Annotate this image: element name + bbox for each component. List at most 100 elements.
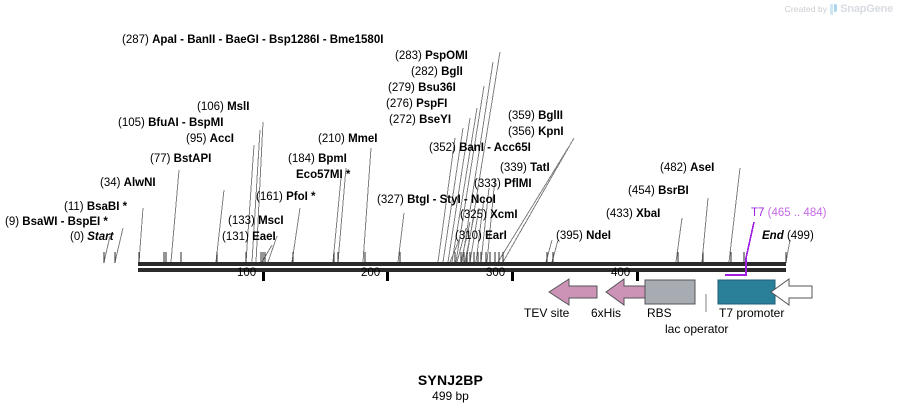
- feature-rbs-box: [644, 279, 696, 305]
- enzyme-label-352[interactable]: (352) BanI - Acc65I: [429, 142, 531, 154]
- enzyme-label-272[interactable]: (272) BseYI: [389, 114, 451, 126]
- feature-lac-operator-box: [717, 279, 776, 305]
- enzyme-pos: (279): [388, 82, 415, 94]
- ruler-tick-300: 300: [486, 267, 506, 279]
- feature-label-tev-site[interactable]: TEV site: [524, 306, 570, 320]
- page-title: SYNJ2BP: [417, 372, 484, 388]
- enzyme-label-106[interactable]: (106) MslI: [197, 101, 249, 113]
- enzyme-label-eco57mi[interactable]: Eco57MI *: [296, 169, 350, 181]
- enzyme-names: Bsu36I: [418, 82, 456, 94]
- enzyme-names: EaeI: [252, 231, 276, 243]
- enzyme-names: BanI - Acc65I: [459, 142, 531, 154]
- enzyme-label-327[interactable]: (327) BtgI - StyI - NcoI: [377, 194, 496, 206]
- leader-lines: [103, 51, 791, 263]
- enzyme-pos: (9): [5, 216, 20, 228]
- snapgene-brand: SnapGene: [840, 3, 893, 15]
- end-label[interactable]: End (499): [762, 230, 814, 242]
- enzyme-names: Eco57MI *: [296, 169, 351, 181]
- cut-site-ticks: [103, 252, 787, 263]
- enzyme-pos: (433): [606, 208, 633, 220]
- enzyme-names: PspOMI: [425, 50, 468, 62]
- enzyme-pos: (133): [228, 215, 255, 227]
- enzyme-label-395[interactable]: (395) NdeI: [556, 230, 611, 242]
- enzyme-names: XcmI: [490, 209, 518, 221]
- enzyme-names: MslI: [227, 101, 250, 113]
- enzyme-pos: (276): [386, 98, 413, 110]
- enzyme-names: AccI: [209, 133, 234, 145]
- enzyme-pos: (359): [508, 110, 535, 122]
- feature-label-rbs[interactable]: RBS: [647, 306, 672, 320]
- enzyme-pos: (95): [186, 133, 207, 145]
- enzyme-names: BsrBI: [658, 185, 689, 197]
- enzyme-label-454[interactable]: (454) BsrBI: [628, 185, 689, 197]
- enzyme-names: BtgI - StyI - NcoI: [407, 194, 496, 206]
- enzyme-label-11[interactable]: (11) BsaBI *: [64, 201, 127, 213]
- enzyme-label-161[interactable]: (161) PfoI *: [256, 191, 315, 203]
- page-subtitle: 499 bp: [432, 389, 469, 403]
- enzyme-names: NdeI: [586, 230, 611, 242]
- enzyme-names: MmeI: [348, 133, 378, 145]
- enzyme-label-282[interactable]: (282) BglI: [411, 66, 463, 78]
- enzyme-pos: (283): [395, 50, 422, 62]
- enzyme-label-283[interactable]: (283) PspOMI: [395, 50, 468, 62]
- enzyme-names: AlwNI: [123, 177, 156, 189]
- start-text: Start: [87, 231, 114, 243]
- enzyme-label-279[interactable]: (279) Bsu36I: [388, 82, 456, 94]
- enzyme-label-287[interactable]: (287) ApaI - BanII - BaeGI - Bsp1286I - …: [122, 34, 383, 46]
- enzyme-pos: (282): [411, 66, 438, 78]
- enzyme-pos: (454): [628, 185, 655, 197]
- feature-glyphs: [548, 278, 813, 306]
- enzyme-label-339[interactable]: (339) TatI: [500, 162, 550, 174]
- feature-t7-promoter-arrow: [770, 278, 813, 306]
- start-label[interactable]: (0) Start: [70, 231, 113, 243]
- enzyme-pos: (482): [660, 162, 687, 174]
- enzyme-label-359[interactable]: (359) BglII: [508, 110, 563, 122]
- enzyme-pos: (310): [455, 230, 482, 242]
- enzyme-pos: (287): [122, 34, 149, 46]
- end-text: End: [762, 230, 784, 242]
- enzyme-pos: (356): [508, 126, 535, 138]
- enzyme-names: PfoI *: [286, 191, 316, 203]
- enzyme-pos: (327): [377, 194, 404, 206]
- enzyme-names: TatI: [530, 162, 550, 174]
- enzyme-label-34[interactable]: (34) AlwNI: [100, 177, 156, 189]
- enzyme-names: MscI: [258, 215, 284, 227]
- end-pos: (499): [786, 230, 814, 242]
- enzyme-label-9[interactable]: (9) BsaWI - BspEI *: [5, 216, 108, 228]
- feature-label-t7-promoter[interactable]: T7 promoter: [719, 306, 785, 320]
- enzyme-names: BsaBI *: [86, 201, 128, 213]
- enzyme-label-184[interactable]: (184) BpmI: [288, 153, 347, 165]
- feature-label-lac-operator[interactable]: lac operator: [665, 322, 729, 336]
- enzyme-names: EarI: [485, 230, 507, 242]
- enzyme-names: BstAPI: [173, 153, 212, 165]
- enzyme-names: BglI: [441, 66, 463, 78]
- t7-name: T7: [751, 207, 765, 219]
- t7-range: (465 .. 484): [767, 207, 827, 219]
- enzyme-label-210[interactable]: (210) MmeI: [318, 133, 377, 145]
- enzyme-label-276[interactable]: (276) PspFI: [386, 98, 447, 110]
- enzyme-label-482[interactable]: (482) AseI: [660, 162, 714, 174]
- enzyme-pos: (105): [118, 117, 145, 129]
- enzyme-label-325[interactable]: (325) XcmI: [460, 209, 518, 221]
- enzyme-names: BsaWI - BspEI *: [22, 216, 108, 228]
- enzyme-label-133[interactable]: (133) MscI: [228, 215, 284, 227]
- enzyme-pos: (184): [288, 153, 315, 165]
- enzyme-pos: (352): [429, 142, 456, 154]
- enzyme-pos: (333): [474, 178, 501, 190]
- enzyme-label-77[interactable]: (77) BstAPI: [150, 153, 211, 165]
- feature-label-6xhis[interactable]: 6xHis: [591, 306, 622, 320]
- enzyme-label-356[interactable]: (356) KpnI: [508, 126, 564, 138]
- ruler-tick-200: 200: [361, 267, 381, 279]
- enzyme-label-105[interactable]: (105) BfuAI - BspMI: [118, 117, 223, 129]
- enzyme-label-433[interactable]: (433) XbaI: [606, 208, 660, 220]
- enzyme-label-131[interactable]: (131) EaeI: [222, 231, 276, 243]
- enzyme-label-95[interactable]: (95) AccI: [186, 133, 234, 145]
- enzyme-label-333[interactable]: (333) PflMI: [474, 178, 532, 190]
- enzyme-pos: (11): [64, 201, 84, 213]
- enzyme-pos: (161): [256, 191, 283, 203]
- t7-feature-label[interactable]: T7 (465 .. 484): [751, 207, 826, 219]
- enzyme-label-310[interactable]: (310) EarI: [455, 230, 507, 242]
- enzyme-pos: (339): [500, 162, 527, 174]
